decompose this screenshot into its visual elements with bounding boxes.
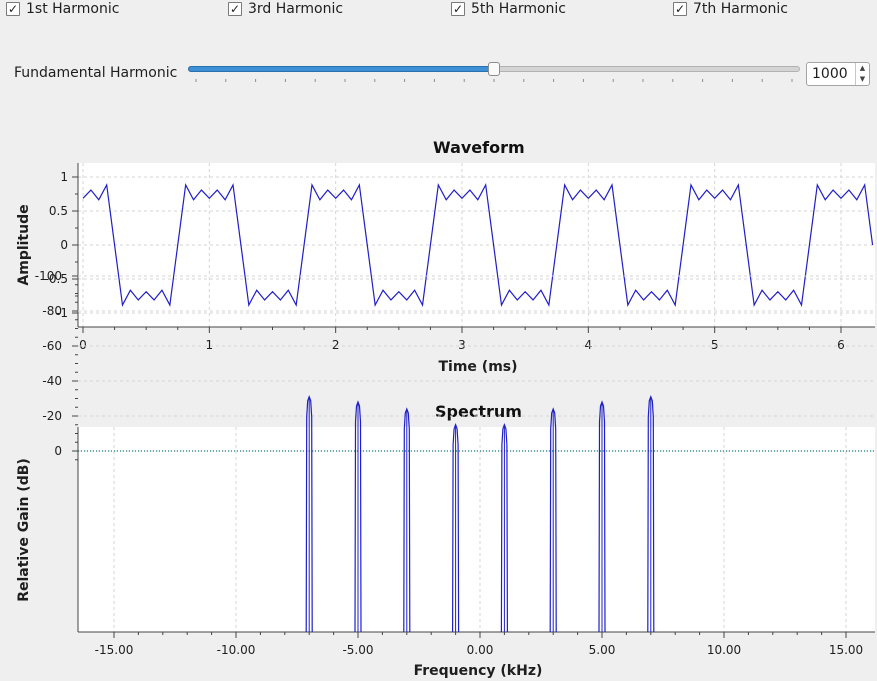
spin-down-icon[interactable]: ▼ — [859, 75, 866, 83]
waveform-y-tick-label: -1 — [56, 306, 68, 320]
spectrum-x-tick-label: -10.00 — [217, 643, 256, 657]
fundamental-slider[interactable] — [188, 61, 800, 85]
spectrum-y-tick-label: -60 — [42, 339, 62, 353]
spectrum-y-tick-label: 0 — [54, 444, 62, 458]
slider-tick-marks — [195, 79, 793, 82]
spectrum-peak-line — [403, 407, 411, 633]
waveform-y-tick-label: 0.5 — [49, 204, 68, 218]
checkbox-check-icon: ✓ — [228, 2, 242, 16]
waveform-canvas — [78, 163, 875, 327]
fundamental-harmonic-label: Fundamental Harmonic — [14, 65, 178, 81]
spectrum-canvas — [78, 427, 875, 632]
waveform-x-tick-label: 6 — [837, 338, 845, 352]
spectrum-peak — [647, 395, 655, 633]
fundamental-spinbox[interactable]: 1000 ▲ ▼ — [806, 62, 870, 86]
spectrum-peak-line — [549, 407, 557, 633]
spectrum-x-tick-label: -5.00 — [342, 643, 373, 657]
spectrum-y-tick-label: -80 — [42, 304, 62, 318]
checkbox-check-icon: ✓ — [673, 2, 687, 16]
checkbox-label: 7th Harmonic — [693, 1, 788, 17]
spectrum-peak — [354, 400, 362, 633]
waveform-x-tick-label: 1 — [206, 338, 214, 352]
checkbox-label: 3rd Harmonic — [248, 1, 344, 17]
waveform-y-tick-label: 0 — [60, 238, 68, 252]
waveform-title: Waveform — [433, 138, 525, 157]
spectrum-peak — [598, 400, 606, 633]
spectrum-y-tick-label: -100 — [35, 269, 62, 283]
checkbox-label: 1st Harmonic — [26, 1, 120, 17]
waveform-x-axis-label: Time (ms) — [438, 359, 517, 375]
checkbox-check-icon: ✓ — [451, 2, 465, 16]
waveform-x-tick-label: 2 — [332, 338, 340, 352]
spectrum-peak — [549, 407, 557, 633]
checkbox-3rd-harmonic[interactable]: ✓ 3rd Harmonic — [228, 1, 343, 17]
spinbox-value[interactable]: 1000 — [812, 66, 848, 82]
spin-up-icon[interactable]: ▲ — [859, 64, 866, 72]
spectrum-x-tick-label: 10.00 — [707, 643, 741, 657]
spectrum-peak — [403, 407, 411, 633]
waveform-y-tick-label: -0.5 — [45, 272, 68, 286]
spectrum-peak-line — [305, 395, 313, 633]
spectrum-x-tick-label: -15.00 — [95, 643, 134, 657]
checkbox-7th-harmonic[interactable]: ✓ 7th Harmonic — [673, 1, 788, 17]
spectrum-peak — [452, 423, 460, 633]
checkbox-1st-harmonic[interactable]: ✓ 1st Harmonic — [6, 1, 119, 17]
spectrum-peak — [500, 423, 508, 633]
checkbox-5th-harmonic[interactable]: ✓ 5th Harmonic — [451, 1, 566, 17]
spectrum-peak-line — [452, 423, 460, 633]
spectrum-title: Spectrum — [435, 402, 522, 421]
spectrum-x-tick-label: 15.00 — [829, 643, 863, 657]
spectrum-x-tick-label: 0.00 — [467, 643, 494, 657]
spinbox-buttons[interactable]: ▲ ▼ — [855, 63, 869, 85]
spectrum-y-tick-label: -20 — [42, 409, 62, 423]
waveform-x-tick-label: 5 — [711, 338, 719, 352]
spectrum-peak-line — [500, 423, 508, 633]
spectrum-x-tick-label: 5.00 — [589, 643, 616, 657]
checkbox-check-icon: ✓ — [6, 2, 20, 16]
waveform-x-tick-label: 0 — [79, 338, 87, 352]
waveform-y-axis-label: Amplitude — [16, 204, 32, 285]
waveform-x-tick-label: 4 — [585, 338, 593, 352]
spectrum-peak-line — [647, 395, 655, 633]
waveform-series-line — [82, 183, 874, 307]
slider-handle[interactable] — [488, 62, 500, 76]
spectrum-peak — [305, 395, 313, 633]
spectrum-peak-line — [598, 400, 606, 633]
spectrum-y-axis-label: Relative Gain (dB) — [16, 458, 32, 602]
spectrum-y-tick-label: -40 — [42, 374, 62, 388]
slider-fill — [188, 66, 494, 72]
spectrum-peak-line — [354, 400, 362, 633]
waveform-x-tick-label: 3 — [458, 338, 466, 352]
spectrum-x-axis-label: Frequency (kHz) — [414, 663, 543, 679]
checkbox-label: 5th Harmonic — [471, 1, 566, 17]
waveform-y-tick-label: 1 — [60, 170, 68, 184]
